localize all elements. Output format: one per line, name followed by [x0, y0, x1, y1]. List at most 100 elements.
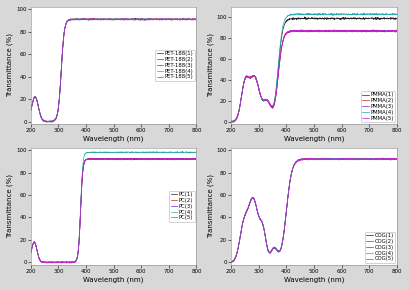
PC(3): [38, 260, 43, 264]
PC(2): [134, 157, 139, 160]
X-axis label: Wavelength (nm): Wavelength (nm): [284, 136, 344, 142]
PC(5): [134, 157, 139, 161]
PMMA(3): [372, 29, 377, 32]
Legend: PC(1), PC(2), PC(3), PC(4), PC(5): PC(1), PC(2), PC(3), PC(4), PC(5): [169, 191, 195, 222]
PC(5): [171, 157, 176, 161]
PC(1): [171, 157, 176, 161]
PC(1): [38, 260, 43, 263]
COG(2): [229, 260, 234, 264]
COG(3): [394, 158, 399, 161]
PMMA(5): [330, 29, 335, 32]
PC(4): [171, 151, 176, 154]
PC(1): [129, 157, 134, 161]
PC(5): [129, 157, 134, 161]
COG(1): [394, 157, 399, 161]
COG(5): [394, 157, 399, 160]
Line: PET-188(5): PET-188(5): [31, 19, 196, 122]
COG(3): [329, 157, 334, 161]
PMMA(3): [371, 28, 376, 32]
COG(5): [371, 157, 376, 161]
Line: PC(2): PC(2): [31, 158, 196, 263]
PC(5): [155, 157, 160, 161]
COG(2): [371, 157, 376, 161]
COG(3): [381, 156, 386, 160]
COG(5): [354, 157, 359, 161]
PC(3): [171, 157, 176, 161]
PMMA(5): [372, 29, 377, 32]
PET-188(1): [134, 17, 139, 21]
PET-188(4): [47, 120, 52, 124]
Y-axis label: Transmittance (%): Transmittance (%): [207, 174, 214, 238]
PC(2): [171, 157, 176, 161]
Y-axis label: Transmittance (%): Transmittance (%): [207, 33, 214, 97]
PET-188(3): [129, 18, 134, 21]
COG(5): [329, 157, 334, 161]
COG(2): [394, 157, 399, 160]
PMMA(1): [302, 15, 307, 19]
COG(4): [329, 157, 334, 161]
COG(3): [354, 158, 359, 161]
Line: PMMA(1): PMMA(1): [231, 17, 397, 122]
PC(4): [69, 262, 74, 265]
PC(2): [38, 260, 43, 263]
PMMA(4): [229, 120, 234, 124]
PMMA(3): [335, 30, 339, 33]
PC(4): [134, 151, 139, 154]
PMMA(4): [362, 11, 366, 14]
PMMA(4): [394, 13, 399, 16]
Line: PC(4): PC(4): [31, 151, 196, 263]
PC(5): [139, 157, 144, 160]
PC(5): [194, 158, 199, 161]
PMMA(3): [229, 120, 234, 124]
PMMA(2): [355, 30, 360, 33]
Line: PMMA(2): PMMA(2): [231, 30, 397, 122]
PET-188(4): [125, 18, 130, 21]
COG(1): [229, 260, 234, 264]
COG(1): [229, 260, 234, 264]
PMMA(3): [239, 94, 244, 97]
COG(3): [334, 157, 339, 160]
PET-188(2): [190, 17, 195, 20]
PET-188(5): [29, 108, 34, 112]
Line: PET-188(1): PET-188(1): [31, 18, 196, 122]
Line: COG(2): COG(2): [231, 158, 397, 262]
PMMA(1): [355, 17, 360, 21]
Line: PC(1): PC(1): [31, 158, 196, 263]
PET-188(2): [44, 120, 49, 124]
PET-188(5): [88, 17, 92, 20]
PC(1): [87, 157, 92, 160]
PC(2): [125, 157, 130, 161]
PMMA(1): [394, 17, 399, 20]
X-axis label: Wavelength (nm): Wavelength (nm): [83, 136, 144, 142]
COG(2): [330, 158, 335, 161]
Line: PET-188(3): PET-188(3): [31, 18, 196, 122]
PC(3): [133, 156, 137, 160]
PMMA(1): [239, 94, 244, 98]
PMMA(4): [229, 120, 234, 124]
PET-188(5): [129, 17, 134, 21]
PMMA(3): [394, 29, 399, 33]
COG(2): [335, 157, 339, 161]
PMMA(1): [372, 16, 377, 20]
PET-188(3): [134, 18, 139, 21]
PMMA(5): [316, 28, 321, 32]
PMMA(2): [394, 28, 399, 32]
PET-188(2): [125, 18, 130, 21]
PET-188(2): [129, 17, 134, 21]
COG(1): [321, 156, 326, 160]
PC(5): [125, 157, 130, 161]
Line: PET-188(4): PET-188(4): [31, 19, 196, 122]
Line: COG(4): COG(4): [231, 158, 397, 262]
X-axis label: Wavelength (nm): Wavelength (nm): [284, 277, 344, 283]
PET-188(4): [194, 17, 199, 21]
COG(1): [372, 157, 377, 161]
PET-188(1): [49, 120, 54, 124]
COG(4): [325, 157, 330, 161]
Line: COG(1): COG(1): [231, 158, 397, 262]
PMMA(4): [325, 13, 330, 16]
PC(1): [125, 157, 130, 161]
PET-188(2): [29, 108, 34, 111]
PMMA(2): [229, 120, 234, 124]
PC(3): [125, 157, 130, 161]
COG(4): [394, 157, 399, 161]
